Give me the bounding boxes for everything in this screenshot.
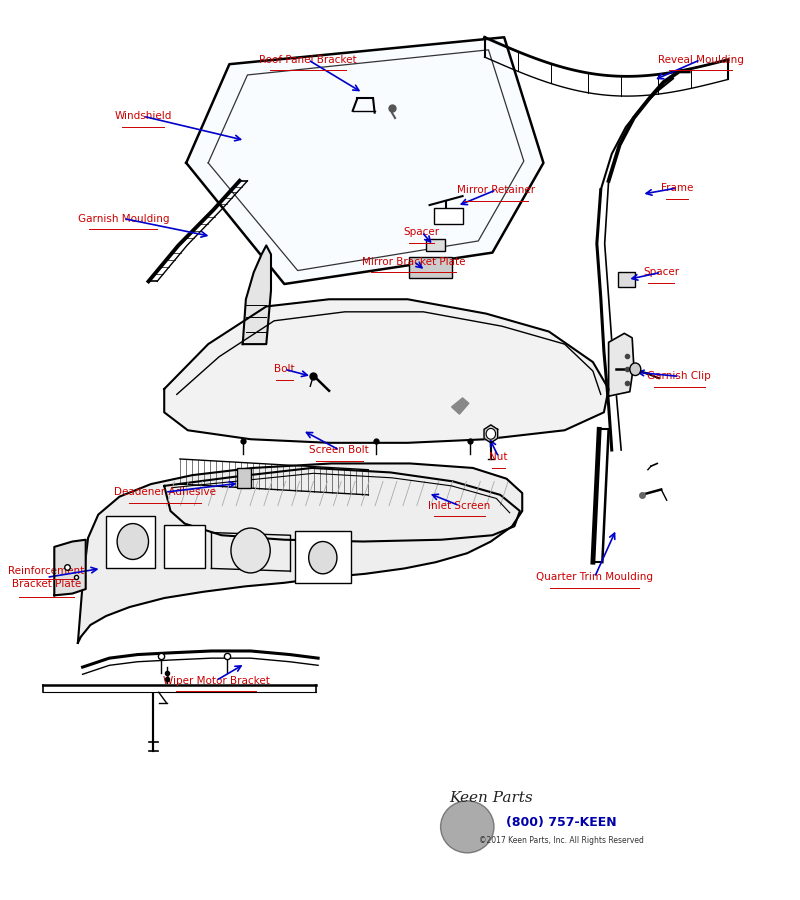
Text: Reinforcement
Bracket Plate: Reinforcement Bracket Plate	[8, 566, 85, 589]
Text: Wiper Motor Bracket: Wiper Motor Bracket	[162, 676, 270, 686]
Bar	[409, 257, 452, 278]
Text: Inlet Screen: Inlet Screen	[428, 500, 490, 510]
Polygon shape	[164, 300, 609, 443]
Text: Frame: Frame	[661, 183, 693, 193]
Circle shape	[231, 528, 270, 573]
Bar	[434, 208, 463, 224]
Text: Keen Parts: Keen Parts	[449, 791, 533, 806]
Circle shape	[630, 363, 641, 375]
Polygon shape	[484, 425, 498, 443]
Bar	[238, 468, 251, 488]
Polygon shape	[451, 398, 469, 414]
Polygon shape	[78, 464, 522, 643]
Text: ©2017 Keen Parts, Inc. All Rights Reserved: ©2017 Keen Parts, Inc. All Rights Reserv…	[479, 836, 644, 845]
Text: Deadener Adhesive: Deadener Adhesive	[114, 487, 216, 497]
Text: (800) 757-KEEN: (800) 757-KEEN	[506, 815, 617, 829]
Text: Mirror Retainer: Mirror Retainer	[458, 184, 535, 194]
Bar	[106, 517, 154, 569]
Text: Garnish Moulding: Garnish Moulding	[78, 213, 169, 223]
Polygon shape	[242, 246, 271, 344]
Bar	[294, 531, 351, 583]
Text: Reveal Moulding: Reveal Moulding	[658, 55, 743, 65]
Text: Roof Panel Bracket: Roof Panel Bracket	[259, 55, 357, 65]
Circle shape	[309, 542, 337, 574]
Text: Garnish Clip: Garnish Clip	[647, 372, 711, 382]
Bar	[426, 239, 446, 251]
Bar	[618, 273, 635, 287]
Text: Bolt: Bolt	[274, 364, 294, 374]
Text: Windshield: Windshield	[114, 112, 172, 122]
Text: Spacer: Spacer	[643, 267, 679, 277]
Circle shape	[117, 524, 149, 560]
Polygon shape	[186, 37, 543, 284]
Polygon shape	[609, 333, 634, 396]
Text: Nut: Nut	[490, 452, 508, 463]
Text: Screen Bolt: Screen Bolt	[310, 445, 369, 455]
Text: Quarter Trim Moulding: Quarter Trim Moulding	[536, 572, 653, 582]
Text: Spacer: Spacer	[404, 227, 440, 237]
Text: Mirror Bracket Plate: Mirror Bracket Plate	[362, 256, 466, 266]
Bar	[164, 526, 205, 569]
Polygon shape	[164, 468, 520, 542]
Polygon shape	[54, 540, 86, 596]
Circle shape	[486, 428, 495, 439]
Ellipse shape	[441, 801, 494, 853]
